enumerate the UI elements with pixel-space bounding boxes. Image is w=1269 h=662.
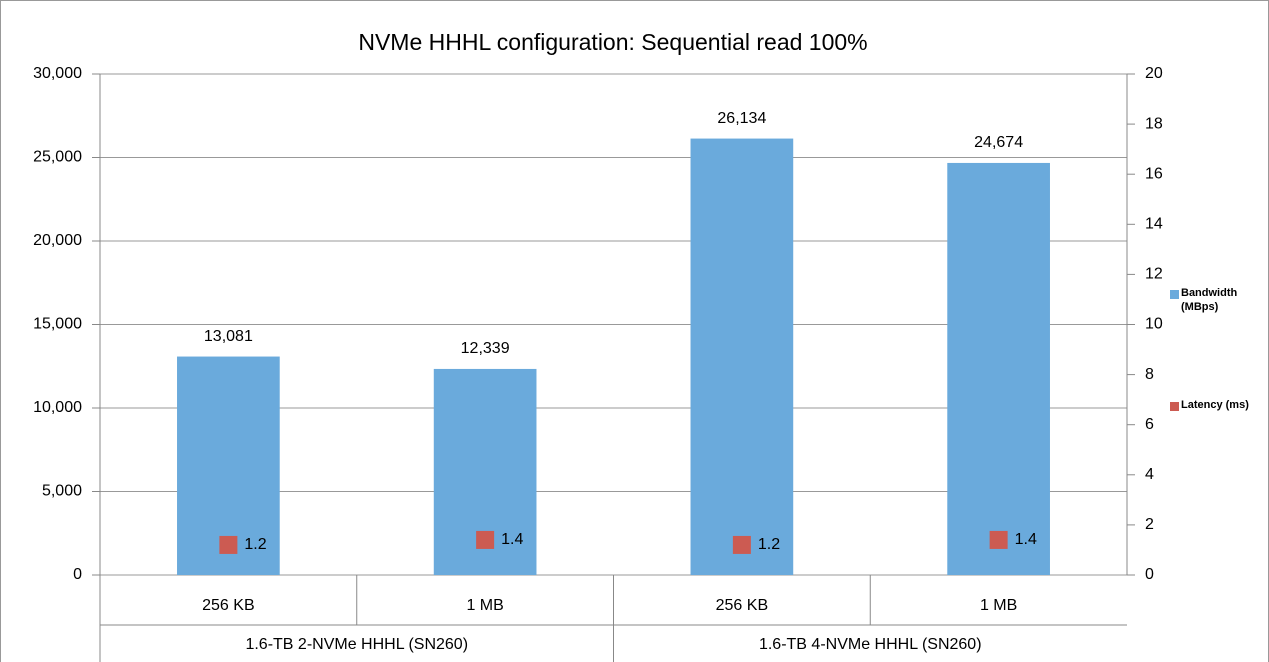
y2-tick-label: 16 bbox=[1145, 165, 1163, 182]
y-tick-label: 15,000 bbox=[33, 316, 82, 333]
data-label: 1.2 bbox=[244, 536, 266, 553]
y2-tick-label: 14 bbox=[1145, 216, 1163, 233]
marker bbox=[219, 535, 238, 554]
data-label: 1.4 bbox=[1015, 531, 1037, 548]
x-tick-label: 1 MB bbox=[466, 597, 503, 614]
data-label: 26,134 bbox=[717, 110, 766, 127]
y-tick-label: 25,000 bbox=[33, 149, 82, 166]
group-label: 1.6-TB 2-NVMe HHHL (SN260) bbox=[245, 636, 468, 653]
y2-tick-label: 4 bbox=[1145, 466, 1154, 483]
y2-tick-label: 0 bbox=[1145, 566, 1154, 583]
data-label: 1.2 bbox=[758, 536, 780, 553]
y-tick-label: 0 bbox=[73, 566, 82, 583]
y2-tick-label: 10 bbox=[1145, 316, 1163, 333]
bar bbox=[690, 138, 794, 575]
data-label: 13,081 bbox=[204, 328, 253, 345]
y2-tick-label: 20 bbox=[1145, 65, 1163, 82]
y-tick-label: 20,000 bbox=[33, 232, 82, 249]
y2-tick-label: 2 bbox=[1145, 516, 1154, 533]
marker bbox=[732, 535, 751, 554]
legend-swatch bbox=[1170, 290, 1179, 299]
group-label: 1.6-TB 4-NVMe HHHL (SN260) bbox=[759, 636, 982, 653]
marker bbox=[989, 530, 1008, 549]
legend-entry: Bandwidth (MBps) bbox=[1181, 287, 1238, 313]
x-tick-label: 1 MB bbox=[980, 597, 1017, 614]
y2-tick-label: 18 bbox=[1145, 115, 1163, 132]
y2-tick-label: 12 bbox=[1145, 266, 1163, 283]
y2-tick-label: 8 bbox=[1145, 366, 1154, 383]
y2-tick-label: 6 bbox=[1145, 416, 1154, 433]
data-label: 1.4 bbox=[501, 531, 523, 548]
y-tick-label: 5,000 bbox=[42, 483, 82, 500]
data-label: 12,339 bbox=[461, 340, 510, 357]
y-tick-label: 10,000 bbox=[33, 399, 82, 416]
x-tick-label: 256 KB bbox=[716, 597, 768, 614]
x-tick-label: 256 KB bbox=[202, 597, 254, 614]
chart-title: NVMe HHHL configuration: Sequential read… bbox=[358, 29, 867, 55]
bar bbox=[947, 162, 1050, 575]
legend-label: Bandwidth (MBps) bbox=[1181, 287, 1238, 313]
marker bbox=[476, 530, 495, 549]
legend-label: Latency (ms) bbox=[1181, 399, 1249, 411]
legend-entry: Latency (ms) bbox=[1181, 399, 1249, 411]
legend-swatch bbox=[1170, 402, 1179, 411]
data-label: 24,674 bbox=[974, 134, 1023, 151]
y-tick-label: 30,000 bbox=[33, 65, 82, 82]
